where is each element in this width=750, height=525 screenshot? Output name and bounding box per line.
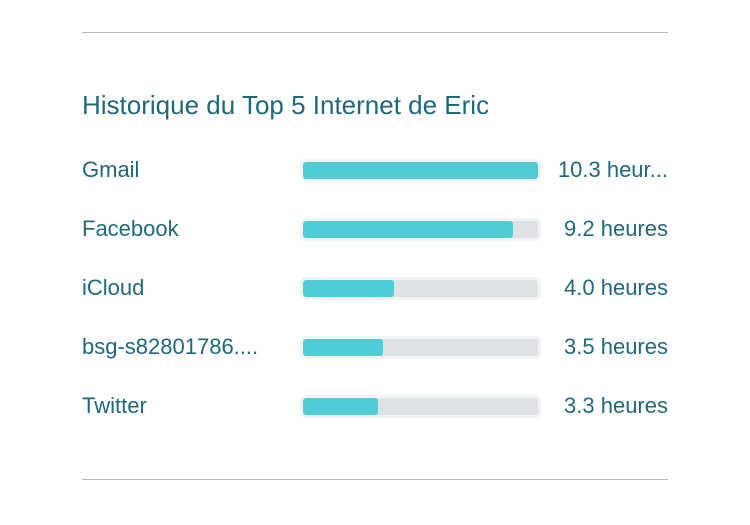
section-title: Historique du Top 5 Internet de Eric bbox=[82, 90, 490, 120]
bottom-divider bbox=[82, 479, 668, 480]
site-name: Twitter bbox=[82, 393, 147, 418]
top-divider bbox=[82, 32, 668, 33]
usage-bar bbox=[303, 339, 538, 356]
usage-bar bbox=[303, 280, 538, 297]
usage-bar bbox=[303, 398, 538, 415]
usage-value: 10.3 heur... bbox=[557, 157, 668, 182]
top-sites-list: Gmail 10.3 heur... Facebook 9.2 heures i… bbox=[82, 152, 668, 447]
usage-value: 4.0 heures bbox=[564, 275, 668, 300]
list-item: Facebook 9.2 heures bbox=[82, 211, 668, 270]
usage-bar bbox=[303, 162, 538, 179]
site-name: iCloud bbox=[82, 275, 145, 300]
usage-bar-fill bbox=[303, 398, 379, 415]
site-name: Facebook bbox=[82, 216, 179, 241]
site-name: Gmail bbox=[82, 157, 140, 182]
usage-value: 9.2 heures bbox=[564, 216, 668, 241]
usage-bar-fill bbox=[303, 280, 395, 297]
usage-bar-fill bbox=[303, 221, 513, 238]
usage-value: 3.3 heures bbox=[564, 393, 668, 418]
site-name: bsg-s82801786.... bbox=[82, 334, 259, 359]
usage-bar-fill bbox=[303, 162, 538, 179]
list-item: Gmail 10.3 heur... bbox=[82, 152, 668, 211]
usage-bar bbox=[303, 221, 538, 238]
list-item: bsg-s82801786.... 3.5 heures bbox=[82, 329, 668, 388]
list-item: Twitter 3.3 heures bbox=[82, 388, 668, 447]
usage-value: 3.5 heures bbox=[564, 334, 668, 359]
list-item: iCloud 4.0 heures bbox=[82, 270, 668, 329]
usage-bar-fill bbox=[303, 339, 383, 356]
